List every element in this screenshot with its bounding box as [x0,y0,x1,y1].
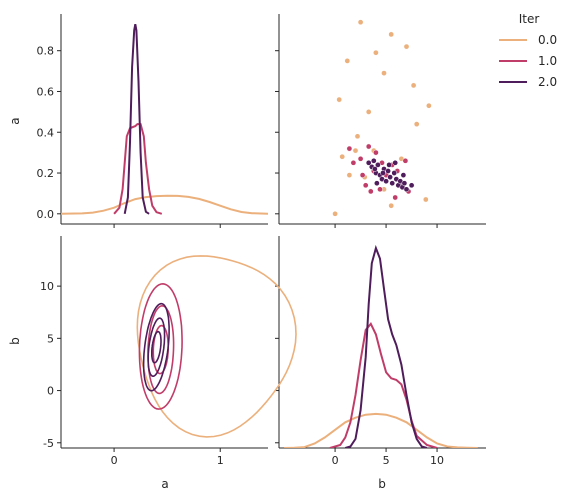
ytick-label-a-a: 0.0 [37,208,55,221]
scatter-point-2.0 [400,172,407,178]
kde-a-line-2.0 [123,24,150,215]
kde-b-line-1.0 [329,321,438,448]
kde-a-line-1.0 [113,123,163,215]
scatter-point-2.0 [370,157,377,164]
ytick-label-b-a: 5 [47,332,54,345]
legend: Iter 0.0 1.0 2.0 [499,12,557,89]
scatter-point-0.0 [357,19,364,26]
scatter-point-1.0 [402,157,409,164]
scatter-point-0.0 [332,210,338,217]
scatter-point-2.0 [386,162,392,168]
scatter-point-2.0 [389,180,396,187]
ytick-label-b-a: 10 [40,280,54,293]
scatter-point-0.0 [373,49,379,56]
scatter-point-2.0 [403,186,410,193]
scatter-point-0.0 [422,196,429,203]
scatter-point-1.0 [377,186,383,193]
scatter-point-2.0 [365,159,372,166]
xtick-label-b-b: 5 [383,454,390,467]
ytick-label-a-a: 0.4 [37,126,55,139]
scatter-point-0.0 [413,121,420,127]
contour-2.0-2 [151,330,162,364]
scatter-point-2.0 [372,166,378,172]
scatter-point-2.0 [385,168,391,174]
scatter-point-1.0 [365,143,372,150]
ylabel-b: b [8,337,22,345]
scatter-point-0.0 [352,147,359,154]
scatter-point-1.0 [367,188,374,195]
xtick-label-b-b: 10 [430,454,444,467]
scatter-point-1.0 [359,172,366,178]
scatter-point-0.0 [388,31,395,38]
kde-b-line-0.0 [284,412,478,448]
scatter-point-2.0 [383,178,389,185]
scatter-point-2.0 [387,174,393,180]
scatter-point-0.0 [354,133,361,140]
scatter-point-1.0 [392,194,399,201]
contour-2.0-1 [147,317,166,377]
scatter-point-0.0 [344,58,351,64]
ytick-label-b-a: 0 [47,385,54,398]
scatter-point-1.0 [346,145,353,152]
ylabel-a: a [8,117,22,124]
scatter-point-1.0 [373,149,379,156]
legend-label-0.0: 0.0 [538,33,557,47]
ytick-label-a-a: 0.6 [37,85,55,98]
ytick-label-a-a: 0.2 [37,167,55,180]
xlabel-b: b [378,477,386,491]
xtick-label-b-a: 0 [111,454,118,467]
scatter-point-1.0 [362,182,369,189]
xtick-label-b-a: 1 [217,454,224,467]
scatter-point-1.0 [350,159,357,166]
scatter-point-2.0 [408,182,415,189]
ytick-label-b-a: -5 [43,437,54,450]
xlabel-a: a [161,477,168,491]
scatter-point-0.0 [410,82,417,89]
scatter-point-0.0 [365,109,372,115]
scatter-point-2.0 [374,180,380,187]
scatter-point-0.0 [336,96,343,103]
legend-label-2.0: 2.0 [538,75,557,89]
scatter-point-0.0 [388,202,395,209]
scatter-point-2.0 [391,170,398,176]
scatter-point-0.0 [381,70,387,76]
legend-title: Iter [519,12,540,26]
scatter-point-2.0 [401,180,408,187]
kde-b-line-2.0 [345,244,428,448]
contour-2.0-0 [142,302,170,392]
kde-a-line-0.0 [61,194,268,215]
scatter-point-0.0 [426,102,432,109]
contour-1.0-0 [138,282,183,410]
scatter-point-1.0 [357,155,364,162]
scatter-point-2.0 [392,159,399,166]
scatter-point-2.0 [380,170,386,176]
xtick-label-b-b: 0 [332,454,339,467]
legend-label-1.0: 1.0 [538,54,557,68]
contour-0.0-0 [136,255,297,438]
scatter-point-0.0 [346,172,353,178]
scatter-point-0.0 [403,43,410,50]
scatter-point-0.0 [339,153,346,160]
ytick-label-a-a: 0.8 [37,45,55,58]
scatter-point-2.0 [375,162,381,168]
